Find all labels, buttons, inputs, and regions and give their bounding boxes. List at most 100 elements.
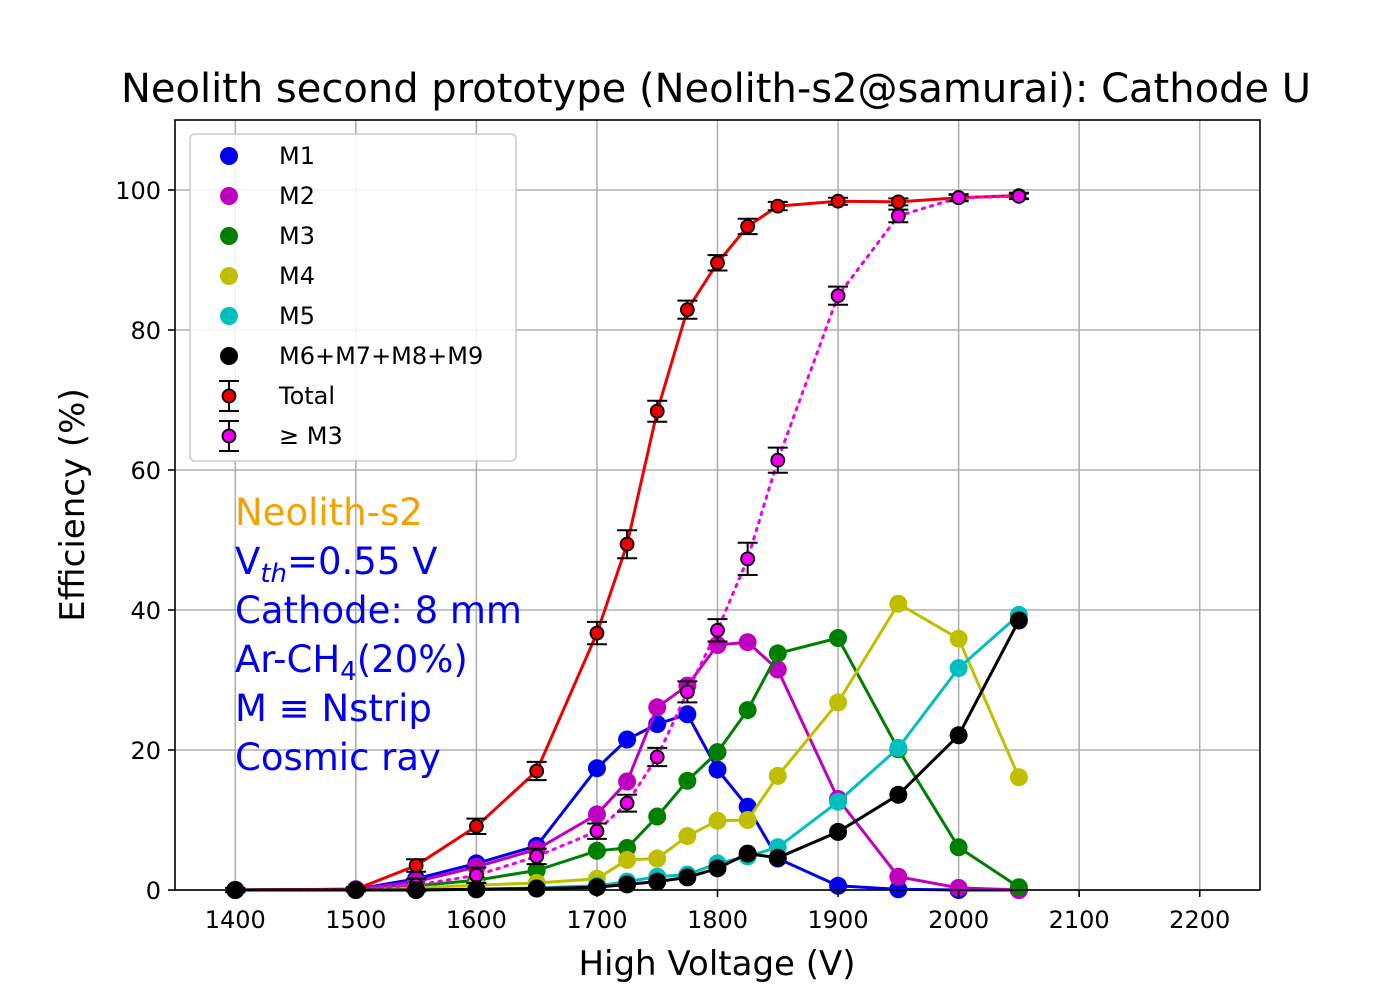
data-point	[529, 763, 545, 779]
annotation-detector: Neolith-s2	[235, 491, 423, 534]
legend-item: ≥ M3	[219, 420, 343, 452]
data-point	[529, 849, 545, 864]
legend-marker	[220, 187, 238, 205]
data-point	[738, 844, 757, 863]
data-point	[648, 807, 667, 826]
data-point	[649, 749, 665, 765]
y-tick-label: 40	[130, 597, 161, 625]
x-tick-label: 2000	[928, 906, 989, 934]
data-point	[648, 849, 667, 868]
data-point	[949, 726, 968, 745]
data-point	[889, 785, 908, 804]
data-point	[949, 838, 968, 857]
x-tick-label: 1400	[205, 906, 266, 934]
legend-label: M2	[279, 182, 315, 210]
annotation-threshold: Vth=0.55 V	[235, 540, 437, 589]
gas-suffix: (20%)	[357, 638, 468, 681]
legend-label: Total	[278, 382, 335, 410]
data-point	[468, 867, 484, 883]
y-tick-label: 60	[130, 457, 161, 485]
data-point	[738, 701, 757, 720]
data-point	[708, 743, 727, 762]
x-tick-label: 2200	[1169, 906, 1230, 934]
data-point	[527, 879, 546, 898]
series-layer	[225, 188, 1029, 899]
x-tick-label: 1700	[566, 906, 627, 934]
x-tick-label: 1600	[446, 906, 507, 934]
data-point	[527, 861, 546, 880]
data-point	[829, 822, 848, 841]
data-point	[619, 536, 635, 552]
legend-marker	[221, 428, 237, 444]
legend: M1 M2 M3 M4 M5 M6+M7+M8+M9 Total ≥ M3	[189, 133, 517, 462]
data-point	[618, 875, 637, 894]
annotation-block: Neolith-s2 Vth=0.55 V Cathode: 8 mm Ar-C…	[235, 491, 522, 779]
y-axis-label: Efficiency (%)	[53, 388, 93, 621]
data-point	[770, 452, 786, 468]
data-point	[768, 766, 787, 785]
data-point	[648, 872, 667, 891]
data-point	[468, 818, 484, 834]
data-point	[738, 811, 757, 829]
data-point	[618, 772, 637, 791]
legend-item: M6+M7+M8+M9	[220, 342, 483, 370]
legend-items: M1 M2 M3 M4 M5 M6+M7+M8+M9 Total ≥ M3	[219, 142, 483, 452]
y-axis: 0 20 40 60 80 100	[115, 177, 175, 905]
legend-marker	[220, 147, 238, 165]
data-point	[1009, 878, 1028, 897]
legend-marker	[220, 307, 238, 325]
data-point	[738, 633, 757, 652]
data-point	[678, 827, 697, 846]
data-point	[648, 698, 667, 717]
data-point	[619, 795, 635, 811]
data-point	[830, 193, 846, 209]
data-point	[829, 629, 848, 647]
legend-label: M3	[279, 222, 315, 250]
data-point	[408, 858, 424, 873]
chart-title: Neolith second prototype (Neolith-s2@sam…	[121, 66, 1311, 112]
y-tick-label: 20	[130, 737, 161, 765]
y-tick-label: 100	[115, 177, 161, 205]
series-line	[235, 636, 1020, 892]
vth-prefix: V	[235, 540, 260, 583]
data-point	[890, 194, 906, 210]
x-axis-label: High Voltage (V)	[578, 944, 855, 984]
y-tick-label: 80	[130, 317, 161, 345]
data-point	[708, 811, 727, 830]
legend-marker	[220, 227, 238, 245]
legend-item: M1	[220, 142, 315, 170]
x-tick-label: 1900	[808, 906, 869, 934]
legend-label: M5	[279, 302, 315, 330]
data-point	[587, 805, 606, 824]
data-point	[1009, 768, 1028, 787]
data-point	[618, 850, 637, 869]
series-line	[235, 640, 1019, 892]
data-point	[770, 198, 786, 214]
legend-label: M1	[279, 142, 315, 170]
y-tick-label: 0	[146, 877, 161, 905]
data-point	[949, 659, 968, 678]
data-point	[949, 878, 968, 897]
data-point	[649, 403, 665, 419]
data-point	[678, 771, 697, 790]
data-point	[679, 302, 695, 318]
x-axis: 1400 1500 1600 1700 1800 1900 2000 2100 2200	[205, 890, 1230, 934]
data-point	[708, 859, 727, 878]
data-point	[1009, 611, 1028, 630]
data-point	[830, 288, 846, 304]
series-line	[235, 601, 1021, 892]
data-point	[889, 867, 908, 886]
data-point	[708, 760, 727, 779]
legend-marker	[221, 388, 237, 404]
legend-label: M6+M7+M8+M9	[279, 342, 483, 370]
legend-item: Total	[219, 380, 335, 412]
data-point	[618, 730, 637, 749]
data-point	[829, 792, 848, 811]
annotation-source: Cosmic ray	[235, 736, 441, 779]
legend-item: M5	[220, 302, 315, 330]
data-point	[949, 629, 968, 648]
data-point	[740, 551, 756, 567]
data-point	[890, 208, 906, 224]
legend-item: M3	[220, 222, 315, 250]
